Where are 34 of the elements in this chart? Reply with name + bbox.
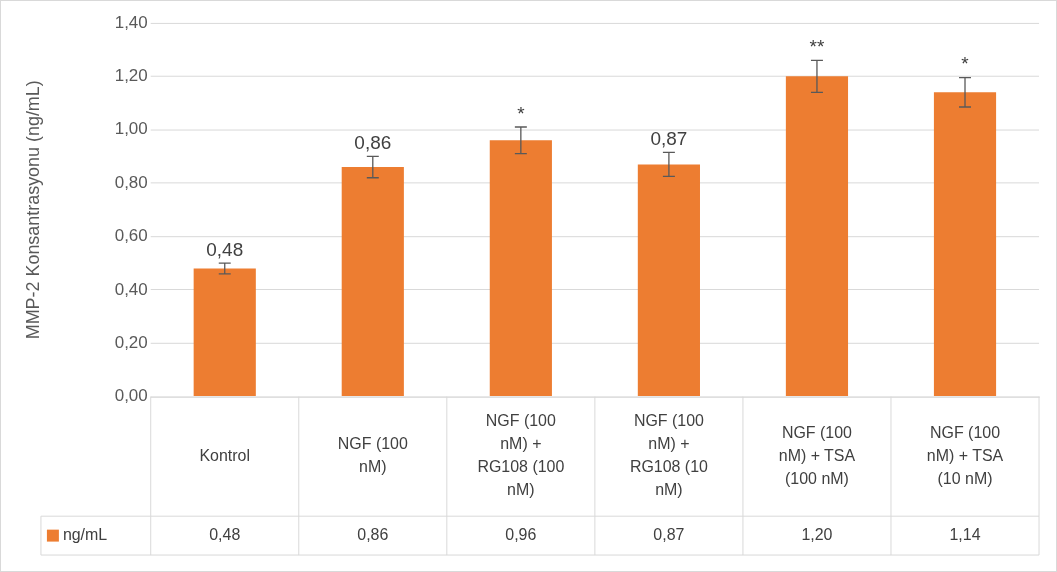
x-tick-label: NGF (100 nM) + RG108 (100 nM) <box>477 412 565 499</box>
y-tick-label: 1,00 <box>114 119 148 139</box>
bar <box>341 167 404 397</box>
y-tick-label: 0,80 <box>114 172 148 192</box>
annotation: 0,48 <box>206 238 244 260</box>
y-axis-title: MMP-2 Konsantrasyonu (ng/mL) <box>22 80 43 340</box>
data-label: 0,86 <box>357 526 389 544</box>
x-tick-label: Kontrol <box>199 446 251 464</box>
annotation: * <box>961 53 970 75</box>
data-label: 0,96 <box>505 526 537 544</box>
data-label: 0,48 <box>209 526 241 544</box>
annotation: * <box>517 102 526 124</box>
y-tick-label: 1,20 <box>114 65 148 85</box>
legend-label: ng/mL <box>62 526 108 544</box>
bar <box>193 268 256 397</box>
bar <box>489 140 552 397</box>
y-tick-label: 1,40 <box>114 12 148 32</box>
y-tick-label: 0,40 <box>114 279 148 299</box>
data-label: 1,14 <box>949 526 981 544</box>
bar <box>785 76 849 397</box>
x-tick-label: NGF (100 nM) + TSA (10 nM) <box>926 423 1004 487</box>
annotation: ** <box>809 36 825 58</box>
y-tick-label: 0,60 <box>114 226 148 246</box>
data-label: 0,87 <box>653 526 685 544</box>
bar <box>933 92 997 397</box>
data-label: 1,20 <box>801 526 833 544</box>
x-tick-label: NGF (100 nM) + RG108 (10 nM) <box>629 412 709 499</box>
y-tick-label: 0,20 <box>114 332 148 352</box>
y-tick-label: 0,00 <box>114 386 148 406</box>
bar <box>637 164 700 397</box>
annotation: 0,86 <box>354 132 392 154</box>
annotation: 0,87 <box>650 128 688 150</box>
x-tick-label: NGF (100 nM) + TSA (100 nM) <box>778 423 856 487</box>
x-tick-label: NGF (100 nM) <box>337 435 408 476</box>
